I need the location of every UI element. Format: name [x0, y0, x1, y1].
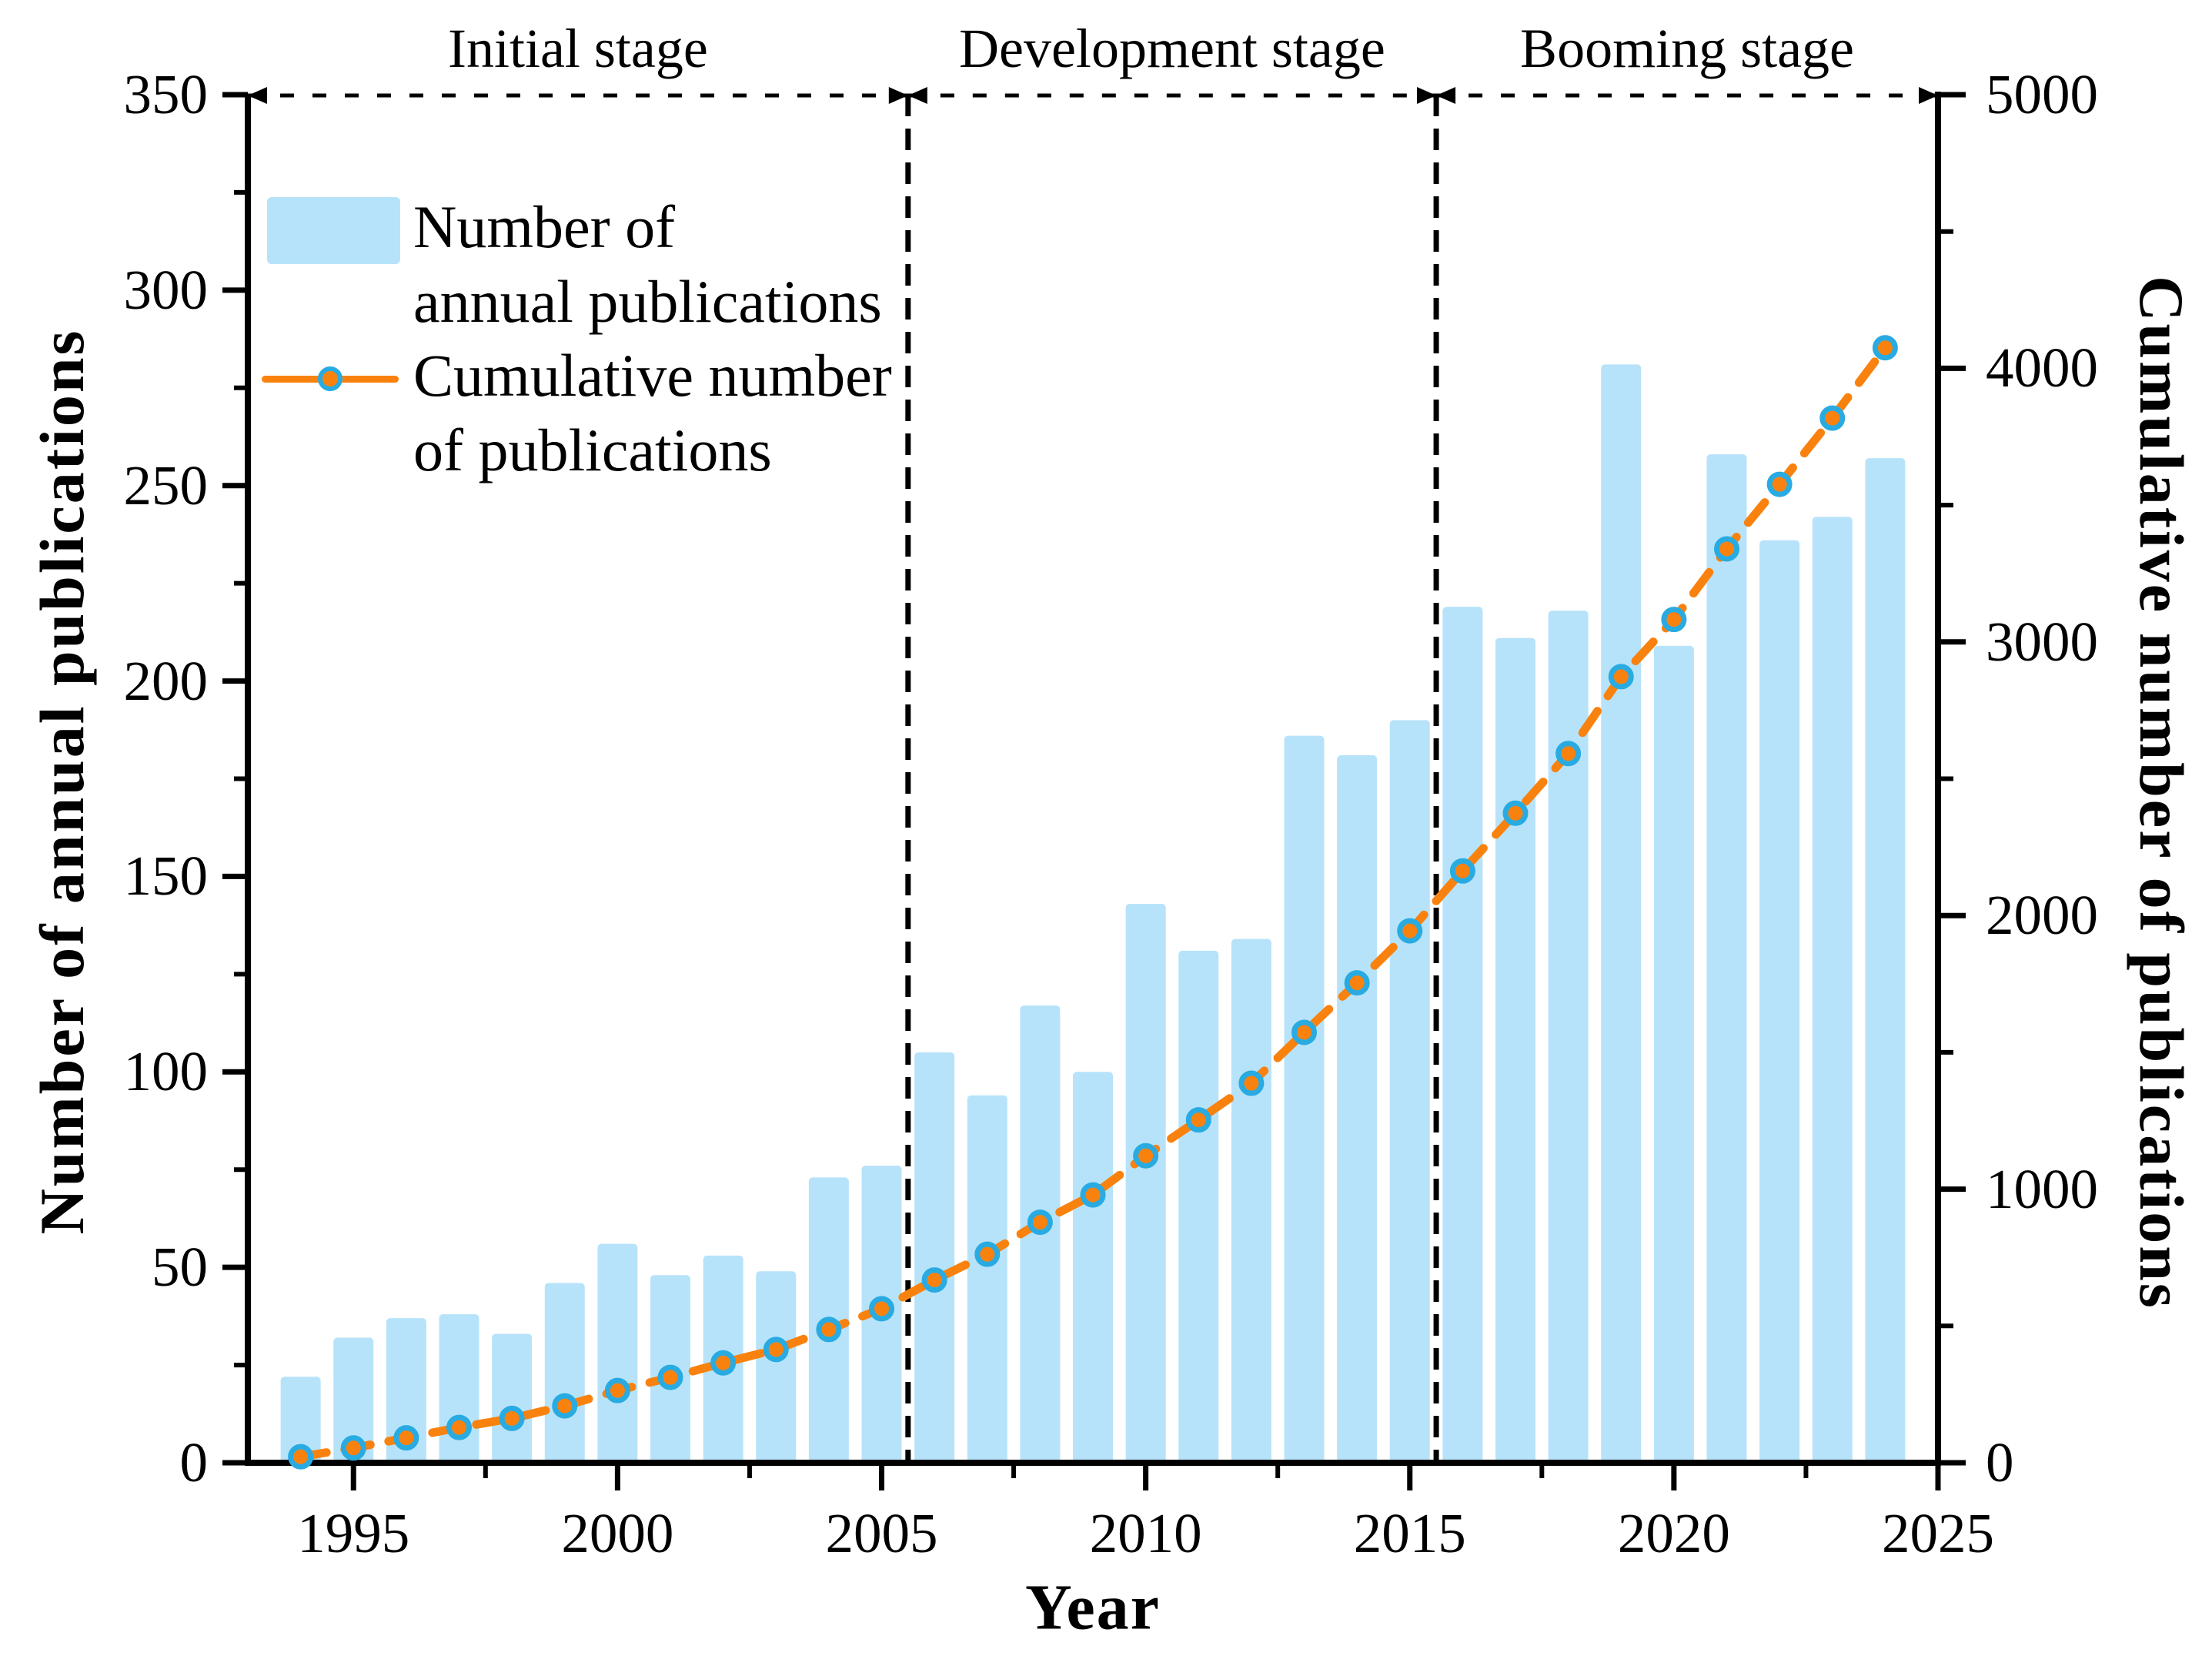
x-tick-label-2010: 2010 [1089, 1502, 1202, 1564]
bar-1994 [280, 1377, 321, 1463]
cumulative-marker-2009 [1080, 1182, 1106, 1208]
arrow-left-icon [907, 87, 927, 104]
right-tick-label-5000: 5000 [1986, 63, 2098, 125]
legend-bar-label-line1: Number of [413, 193, 676, 260]
left-tick-label-50: 50 [152, 1236, 208, 1299]
cumulative-marker-2024 [1872, 335, 1898, 361]
x-axis-title: Year [1025, 1571, 1161, 1644]
bar-1997 [439, 1314, 479, 1463]
bar-2022 [1759, 540, 1800, 1463]
cumulative-marker-1999 [552, 1393, 578, 1419]
bar-2017 [1495, 637, 1535, 1463]
right-tick-label-3000: 3000 [1986, 610, 2098, 673]
cumulative-marker-2020 [1661, 607, 1687, 633]
left-tick-label-350: 350 [123, 63, 209, 125]
cumulative-marker-2016 [1449, 858, 1475, 884]
bar-2015 [1389, 720, 1430, 1463]
cumulative-marker-1994 [288, 1444, 314, 1470]
right-tick-label-0: 0 [1986, 1431, 2014, 1494]
cumulative-marker-2022 [1766, 471, 1793, 497]
bar-2013 [1284, 735, 1325, 1463]
stage-label-initial: Initial stage [447, 18, 708, 79]
bar-1996 [386, 1318, 426, 1463]
arrow-right-icon [1919, 87, 1938, 104]
bar-2006 [914, 1052, 955, 1463]
cumulative-marker-2012 [1238, 1070, 1265, 1096]
bar-2019 [1601, 364, 1642, 1463]
bar-2016 [1442, 607, 1483, 1463]
bar-2024 [1865, 458, 1906, 1463]
stage-label-development: Development stage [959, 18, 1385, 79]
cumulative-marker-2021 [1714, 536, 1739, 562]
bar-2021 [1706, 454, 1747, 1463]
cumulative-marker-2017 [1502, 800, 1529, 826]
left-tick-label-250: 250 [123, 453, 209, 517]
stage-label-booming: Booming stage [1520, 18, 1855, 79]
bar-2018 [1548, 611, 1589, 1463]
cumulative-marker-2006 [921, 1267, 947, 1293]
x-tick-label-2000: 2000 [561, 1502, 674, 1564]
cumulative-marker-2010 [1133, 1142, 1159, 1169]
left-tick-label-300: 300 [123, 258, 209, 321]
cumulative-marker-1997 [446, 1414, 472, 1440]
cumulative-marker-2004 [816, 1316, 842, 1343]
arrow-right-icon [1417, 87, 1437, 104]
x-tick-label-2005: 2005 [825, 1502, 938, 1564]
cumulative-marker-2000 [604, 1377, 630, 1403]
cumulative-marker-2011 [1185, 1107, 1211, 1133]
x-tick-label-2020: 2020 [1617, 1502, 1730, 1564]
right-tick-label-2000: 2000 [1986, 884, 2098, 947]
right-axis-title: Cumulative number of publications [2127, 276, 2197, 1310]
left-tick-label-150: 150 [123, 845, 209, 908]
x-tick-label-2015: 2015 [1353, 1502, 1466, 1564]
cumulative-marker-2023 [1819, 405, 1846, 431]
left-tick-label-200: 200 [123, 649, 209, 712]
arrow-right-icon [888, 87, 908, 104]
cumulative-marker-1995 [340, 1435, 366, 1461]
cumulative-marker-1996 [393, 1425, 419, 1451]
bar-2010 [1125, 903, 1166, 1463]
bar-1999 [544, 1283, 585, 1463]
legend-line-label-line1: Cumulative number [413, 342, 892, 409]
arrow-left-icon [1436, 87, 1456, 104]
legend-line-label-line2: of publications [413, 417, 772, 483]
bar-2003 [756, 1271, 797, 1463]
legend-marker-icon [318, 366, 342, 391]
bar-2014 [1337, 755, 1378, 1463]
bar-2000 [597, 1243, 638, 1463]
x-tick-label-2025: 2025 [1882, 1502, 1994, 1564]
cumulative-marker-2005 [869, 1296, 894, 1322]
cumulative-marker-2015 [1397, 918, 1423, 944]
legend-bar-swatch [267, 197, 400, 264]
left-tick-label-100: 100 [123, 1040, 209, 1103]
cumulative-marker-1998 [499, 1405, 525, 1431]
bar-2011 [1178, 950, 1219, 1463]
cumulative-marker-2008 [1027, 1209, 1053, 1236]
cumulative-marker-2002 [710, 1350, 737, 1376]
bar-2012 [1231, 938, 1271, 1463]
right-tick-label-1000: 1000 [1986, 1157, 2098, 1220]
cumulative-marker-2019 [1608, 664, 1634, 690]
bar-2009 [1073, 1072, 1113, 1463]
cumulative-marker-2018 [1555, 741, 1582, 767]
arrow-left-icon [248, 87, 267, 104]
cumulative-marker-2014 [1344, 970, 1370, 996]
bar-2007 [967, 1095, 1007, 1463]
bar-2020 [1653, 645, 1694, 1463]
left-tick-label-0: 0 [179, 1431, 209, 1494]
legend-bar-label-line2: annual publications [413, 268, 882, 335]
x-tick-label-1995: 1995 [297, 1502, 410, 1564]
right-tick-label-4000: 4000 [1986, 336, 2098, 400]
cumulative-marker-2001 [657, 1364, 683, 1390]
cumulative-marker-2013 [1291, 1019, 1317, 1045]
cumulative-marker-2003 [763, 1337, 789, 1363]
bar-2023 [1812, 517, 1853, 1463]
cumulative-marker-2007 [974, 1241, 1001, 1267]
bar-1998 [492, 1333, 533, 1463]
bar-1995 [333, 1337, 374, 1463]
